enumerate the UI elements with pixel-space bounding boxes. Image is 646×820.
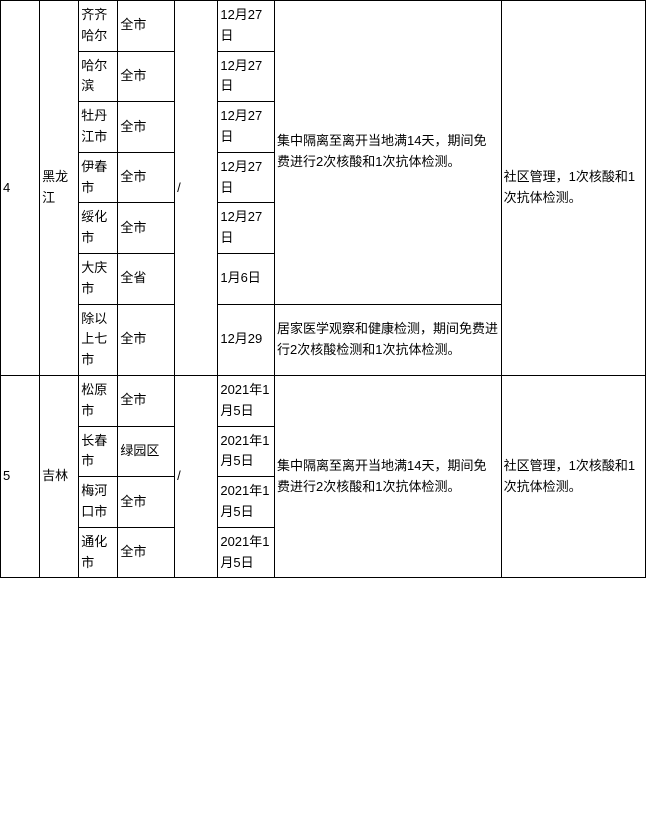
cell-area: 全市 xyxy=(118,375,175,426)
cell-management: 社区管理，1次核酸和1次抗体检测。 xyxy=(501,1,645,376)
cell-area: 全市 xyxy=(118,102,175,153)
cell-province: 黑龙江 xyxy=(40,1,79,376)
cell-index: 5 xyxy=(1,375,40,577)
cell-policy: 集中隔离至离开当地满14天，期间免费进行2次核酸和1次抗体检测。 xyxy=(275,1,502,305)
cell-city: 松原市 xyxy=(79,375,118,426)
cell-area: 全市 xyxy=(118,51,175,102)
cell-city: 长春市 xyxy=(79,426,118,477)
cell-area: 全市 xyxy=(118,527,175,578)
cell-city: 大庆市 xyxy=(79,253,118,304)
cell-date: 2021年1月5日 xyxy=(218,527,275,578)
cell-city: 绥化市 xyxy=(79,203,118,254)
cell-area: 全市 xyxy=(118,477,175,528)
cell-date: 12月27日 xyxy=(218,1,275,52)
cell-policy: 居家医学观察和健康检测，期间免费进行2次核酸检测和1次抗体检测。 xyxy=(275,304,502,375)
cell-policy: 集中隔离至离开当地满14天，期间免费进行2次核酸和1次抗体检测。 xyxy=(275,375,502,577)
cell-area: 全市 xyxy=(118,152,175,203)
cell-date: 12月27日 xyxy=(218,203,275,254)
cell-area: 全省 xyxy=(118,253,175,304)
cell-area: 全市 xyxy=(118,203,175,254)
cell-separator: / xyxy=(175,1,218,376)
cell-province: 吉林 xyxy=(40,375,79,577)
cell-area: 全市 xyxy=(118,304,175,375)
cell-city: 哈尔滨 xyxy=(79,51,118,102)
cell-date: 2021年1月5日 xyxy=(218,477,275,528)
cell-city: 除以上七市 xyxy=(79,304,118,375)
cell-index: 4 xyxy=(1,1,40,376)
table-row: 4 黑龙江 齐齐哈尔 全市 / 12月27日 集中隔离至离开当地满14天，期间免… xyxy=(1,1,646,52)
cell-date: 12月27日 xyxy=(218,51,275,102)
cell-city: 伊春市 xyxy=(79,152,118,203)
cell-city: 牡丹江市 xyxy=(79,102,118,153)
cell-area: 全市 xyxy=(118,1,175,52)
table-row: 5 吉林 松原市 全市 / 2021年1月5日 集中隔离至离开当地满14天，期间… xyxy=(1,375,646,426)
cell-city: 通化市 xyxy=(79,527,118,578)
cell-date: 12月29 xyxy=(218,304,275,375)
cell-date: 2021年1月5日 xyxy=(218,426,275,477)
cell-date: 2021年1月5日 xyxy=(218,375,275,426)
cell-city: 齐齐哈尔 xyxy=(79,1,118,52)
policy-table: 4 黑龙江 齐齐哈尔 全市 / 12月27日 集中隔离至离开当地满14天，期间免… xyxy=(0,0,646,578)
cell-management: 社区管理，1次核酸和1次抗体检测。 xyxy=(501,375,645,577)
cell-separator: / xyxy=(175,375,218,577)
cell-area: 绿园区 xyxy=(118,426,175,477)
cell-city: 梅河口市 xyxy=(79,477,118,528)
cell-date: 1月6日 xyxy=(218,253,275,304)
cell-date: 12月27日 xyxy=(218,152,275,203)
cell-date: 12月27日 xyxy=(218,102,275,153)
